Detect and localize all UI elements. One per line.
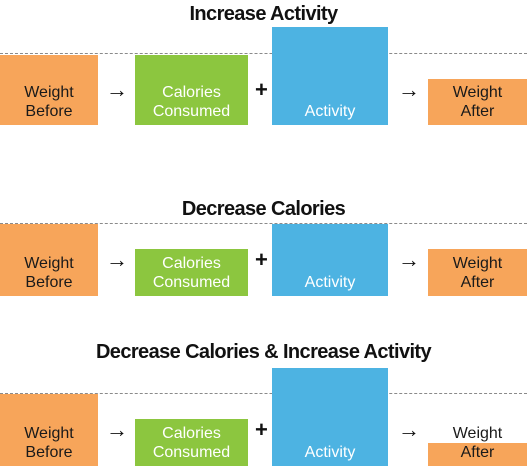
weight-after-box: Weight After: [428, 249, 527, 296]
arrow-right-icon: →: [398, 247, 420, 272]
weight-before-box: Weight Before: [0, 394, 98, 466]
weight-before-label-line2: Before: [25, 274, 73, 291]
calories-label-line1: Calories: [162, 425, 221, 442]
weight-before-label-line1: Weight: [24, 425, 74, 442]
weight-after-label-line2: After: [460, 444, 495, 461]
panel-increase-activity: Increase Activity Weight Before → Calori…: [0, 0, 527, 130]
baseline-dashed-line: [0, 53, 527, 54]
plus-icon: +: [255, 77, 268, 102]
arrow-right-icon: →: [106, 247, 128, 272]
panel-title: Decrease Calories: [181, 198, 346, 220]
calories-label-line1: Calories: [162, 84, 221, 101]
calories-consumed-box: Calories Consumed: [135, 55, 248, 125]
panel-title: Decrease Calories & Increase Activity: [95, 341, 432, 363]
activity-label: Activity: [304, 274, 356, 291]
activity-box: Activity: [272, 224, 388, 296]
weight-after-label-line1: Weight: [452, 425, 503, 442]
activity-box: Activity: [272, 368, 388, 466]
calories-label-line2: Consumed: [152, 444, 231, 461]
activity-label: Activity: [304, 103, 356, 120]
weight-before-box: Weight Before: [0, 55, 98, 125]
weight-after-label-line2: After: [460, 274, 495, 291]
panel-decrease-calories: Decrease Calories Weight Before → Calori…: [0, 198, 527, 296]
weight-after-box: [428, 443, 527, 466]
weight-before-label-line1: Weight: [24, 255, 74, 272]
baseline-dashed-line: [0, 393, 527, 394]
calories-label-line2: Consumed: [152, 274, 231, 291]
calories-consumed-box: Calories Consumed: [135, 249, 248, 296]
weight-before-label-line1: Weight: [24, 84, 74, 101]
weight-after-label-line1: Weight: [452, 255, 503, 272]
activity-box: Activity: [272, 27, 388, 125]
weight-before-label-line2: Before: [25, 444, 73, 461]
weight-after-box: Weight After: [428, 79, 527, 125]
arrow-right-icon: →: [398, 77, 420, 102]
calories-consumed-box: Calories Consumed: [135, 419, 248, 466]
plus-icon: +: [255, 417, 268, 442]
arrow-right-icon: →: [106, 417, 128, 442]
panel-title: Increase Activity: [189, 3, 338, 25]
weight-before-box: Weight Before: [0, 224, 98, 296]
weight-after-label-line2: After: [460, 103, 495, 120]
weight-before-label-line2: Before: [25, 103, 73, 120]
calories-label-line1: Calories: [162, 255, 221, 272]
plus-icon: +: [255, 247, 268, 272]
calories-label-line2: Consumed: [152, 103, 231, 120]
arrow-right-icon: →: [398, 417, 420, 442]
weight-after-label: Weight After: [428, 424, 527, 462]
weight-after-label-line1: Weight: [452, 84, 503, 101]
arrow-right-icon: →: [106, 77, 128, 102]
activity-label: Activity: [304, 444, 356, 461]
baseline-dashed-line: [0, 223, 527, 224]
